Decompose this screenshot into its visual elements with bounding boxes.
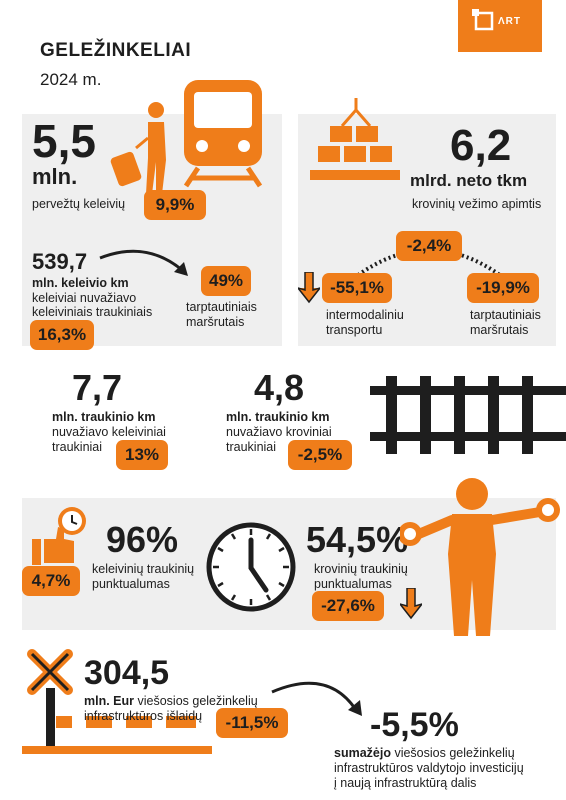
cargo-crane-icon bbox=[310, 98, 400, 180]
infra-label-2: infrastruktūros išlaidų bbox=[84, 709, 203, 723]
passenger-km-value: 539,7 bbox=[32, 249, 88, 274]
passengers-change-badge: 9,9% bbox=[144, 190, 206, 220]
freight-punctuality-value: 54,5% bbox=[306, 519, 409, 560]
railway-signalman-icon bbox=[400, 478, 560, 636]
train-icon bbox=[183, 80, 263, 188]
freight-train-km-label-1: nuvažiavo kroviniai bbox=[226, 425, 332, 439]
logo-text: ΛRT bbox=[498, 16, 521, 27]
invest-rest: viešosios geležinkelių bbox=[390, 746, 515, 760]
passenger-train-km-label-1: nuvažiavo keleiviniai bbox=[52, 425, 166, 439]
arrow-icon bbox=[99, 249, 188, 276]
passenger-train-km-unit: mln. traukinio km bbox=[52, 410, 156, 424]
thumbs-up-clock-icon bbox=[32, 507, 86, 565]
freight-train-km-value: 4,8 bbox=[254, 367, 305, 408]
freight-unit: mlrd. neto tkm bbox=[410, 171, 528, 190]
passenger-km-label-1: keleiviai nuvažiavo bbox=[32, 291, 137, 305]
intermodal-label-2: transportu bbox=[326, 323, 383, 337]
passenger-train-km-change-badge: 13% bbox=[116, 440, 168, 470]
passengers-value: 5,5 bbox=[32, 115, 96, 167]
freight-intl-change-badge: -19,9% bbox=[467, 273, 539, 303]
passenger-km-change-badge: 16,3% bbox=[30, 320, 94, 350]
passenger-punctuality-label-2: punktualumas bbox=[92, 577, 170, 591]
freight-train-km-label-2: traukiniai bbox=[226, 440, 277, 454]
infra-label-rest: viešosios geležinkelių bbox=[134, 694, 258, 708]
intl-label-2: maršrutais bbox=[186, 315, 245, 329]
infra-label-1: mln. Eur viešosios geležinkelių bbox=[84, 694, 258, 709]
rail-track-icon bbox=[370, 376, 566, 454]
railway-crossing-icon bbox=[22, 649, 212, 754]
infra-value: 304,5 bbox=[84, 654, 170, 692]
art-logo: ΛRT bbox=[458, 0, 542, 52]
down-arrow-icon bbox=[298, 272, 320, 304]
down-arrow-icon bbox=[400, 588, 422, 620]
freight-train-km-change-badge: -2,5% bbox=[288, 440, 352, 470]
passenger-punctuality-change-badge: 4,7% bbox=[22, 566, 80, 596]
intl-share-badge: 49% bbox=[201, 266, 251, 296]
clock-icon bbox=[206, 522, 296, 612]
invest-label-1: sumažėjo viešosios geležinkelių bbox=[334, 746, 515, 761]
intermodal-label-1: intermodaliniu bbox=[326, 308, 404, 322]
freight-punctuality-label-2: punktualumas bbox=[314, 577, 392, 591]
freight-intl-label-1: tarptautiniais bbox=[470, 308, 541, 322]
logo-mark-icon bbox=[472, 9, 494, 31]
year-label: 2024 m. bbox=[40, 70, 102, 89]
freight-intl-label-2: maršrutais bbox=[470, 323, 529, 337]
arrow-icon bbox=[271, 681, 362, 716]
passenger-train-km-value: 7,7 bbox=[72, 367, 123, 408]
intl-label-1: tarptautiniais bbox=[186, 300, 257, 314]
invest-bold: sumažėjo bbox=[334, 746, 391, 760]
freight-total-change-badge: -2,4% bbox=[396, 231, 462, 261]
freight-punctuality-label-1: krovinių traukinių bbox=[314, 562, 408, 576]
freight-train-km-unit: mln. traukinio km bbox=[226, 410, 330, 424]
traveler-icon bbox=[110, 102, 166, 194]
invest-change-value: -5,5% bbox=[370, 706, 459, 744]
passenger-punctuality-value: 96% bbox=[106, 519, 179, 560]
infra-unit: mln. Eur bbox=[84, 694, 135, 708]
passengers-unit: mln. bbox=[32, 164, 78, 189]
passengers-label: pervežtų keleivių bbox=[32, 197, 126, 211]
freight-label: krovinių vežimo apimtis bbox=[412, 197, 542, 211]
freight-panel bbox=[298, 114, 556, 346]
invest-label-3: į naują infrastruktūrą dalis bbox=[334, 776, 477, 790]
infra-change-badge: -11,5% bbox=[216, 708, 288, 738]
passenger-punctuality-label-1: keleivinių traukinių bbox=[92, 562, 195, 576]
freight-value: 6,2 bbox=[450, 121, 512, 170]
passenger-train-km-label-2: traukiniai bbox=[52, 440, 103, 454]
page-title: GELEŽINKELIAI bbox=[40, 40, 192, 61]
freight-punctuality-change-badge: -27,6% bbox=[312, 591, 384, 621]
passenger-km-label-2: keleiviniais traukiniais bbox=[32, 305, 153, 319]
invest-label-2: infrastruktūros valdytojo investicijų bbox=[334, 761, 524, 775]
passenger-km-unit: mln. keleivio km bbox=[32, 276, 129, 290]
intermodal-change-badge: -55,1% bbox=[322, 273, 392, 303]
